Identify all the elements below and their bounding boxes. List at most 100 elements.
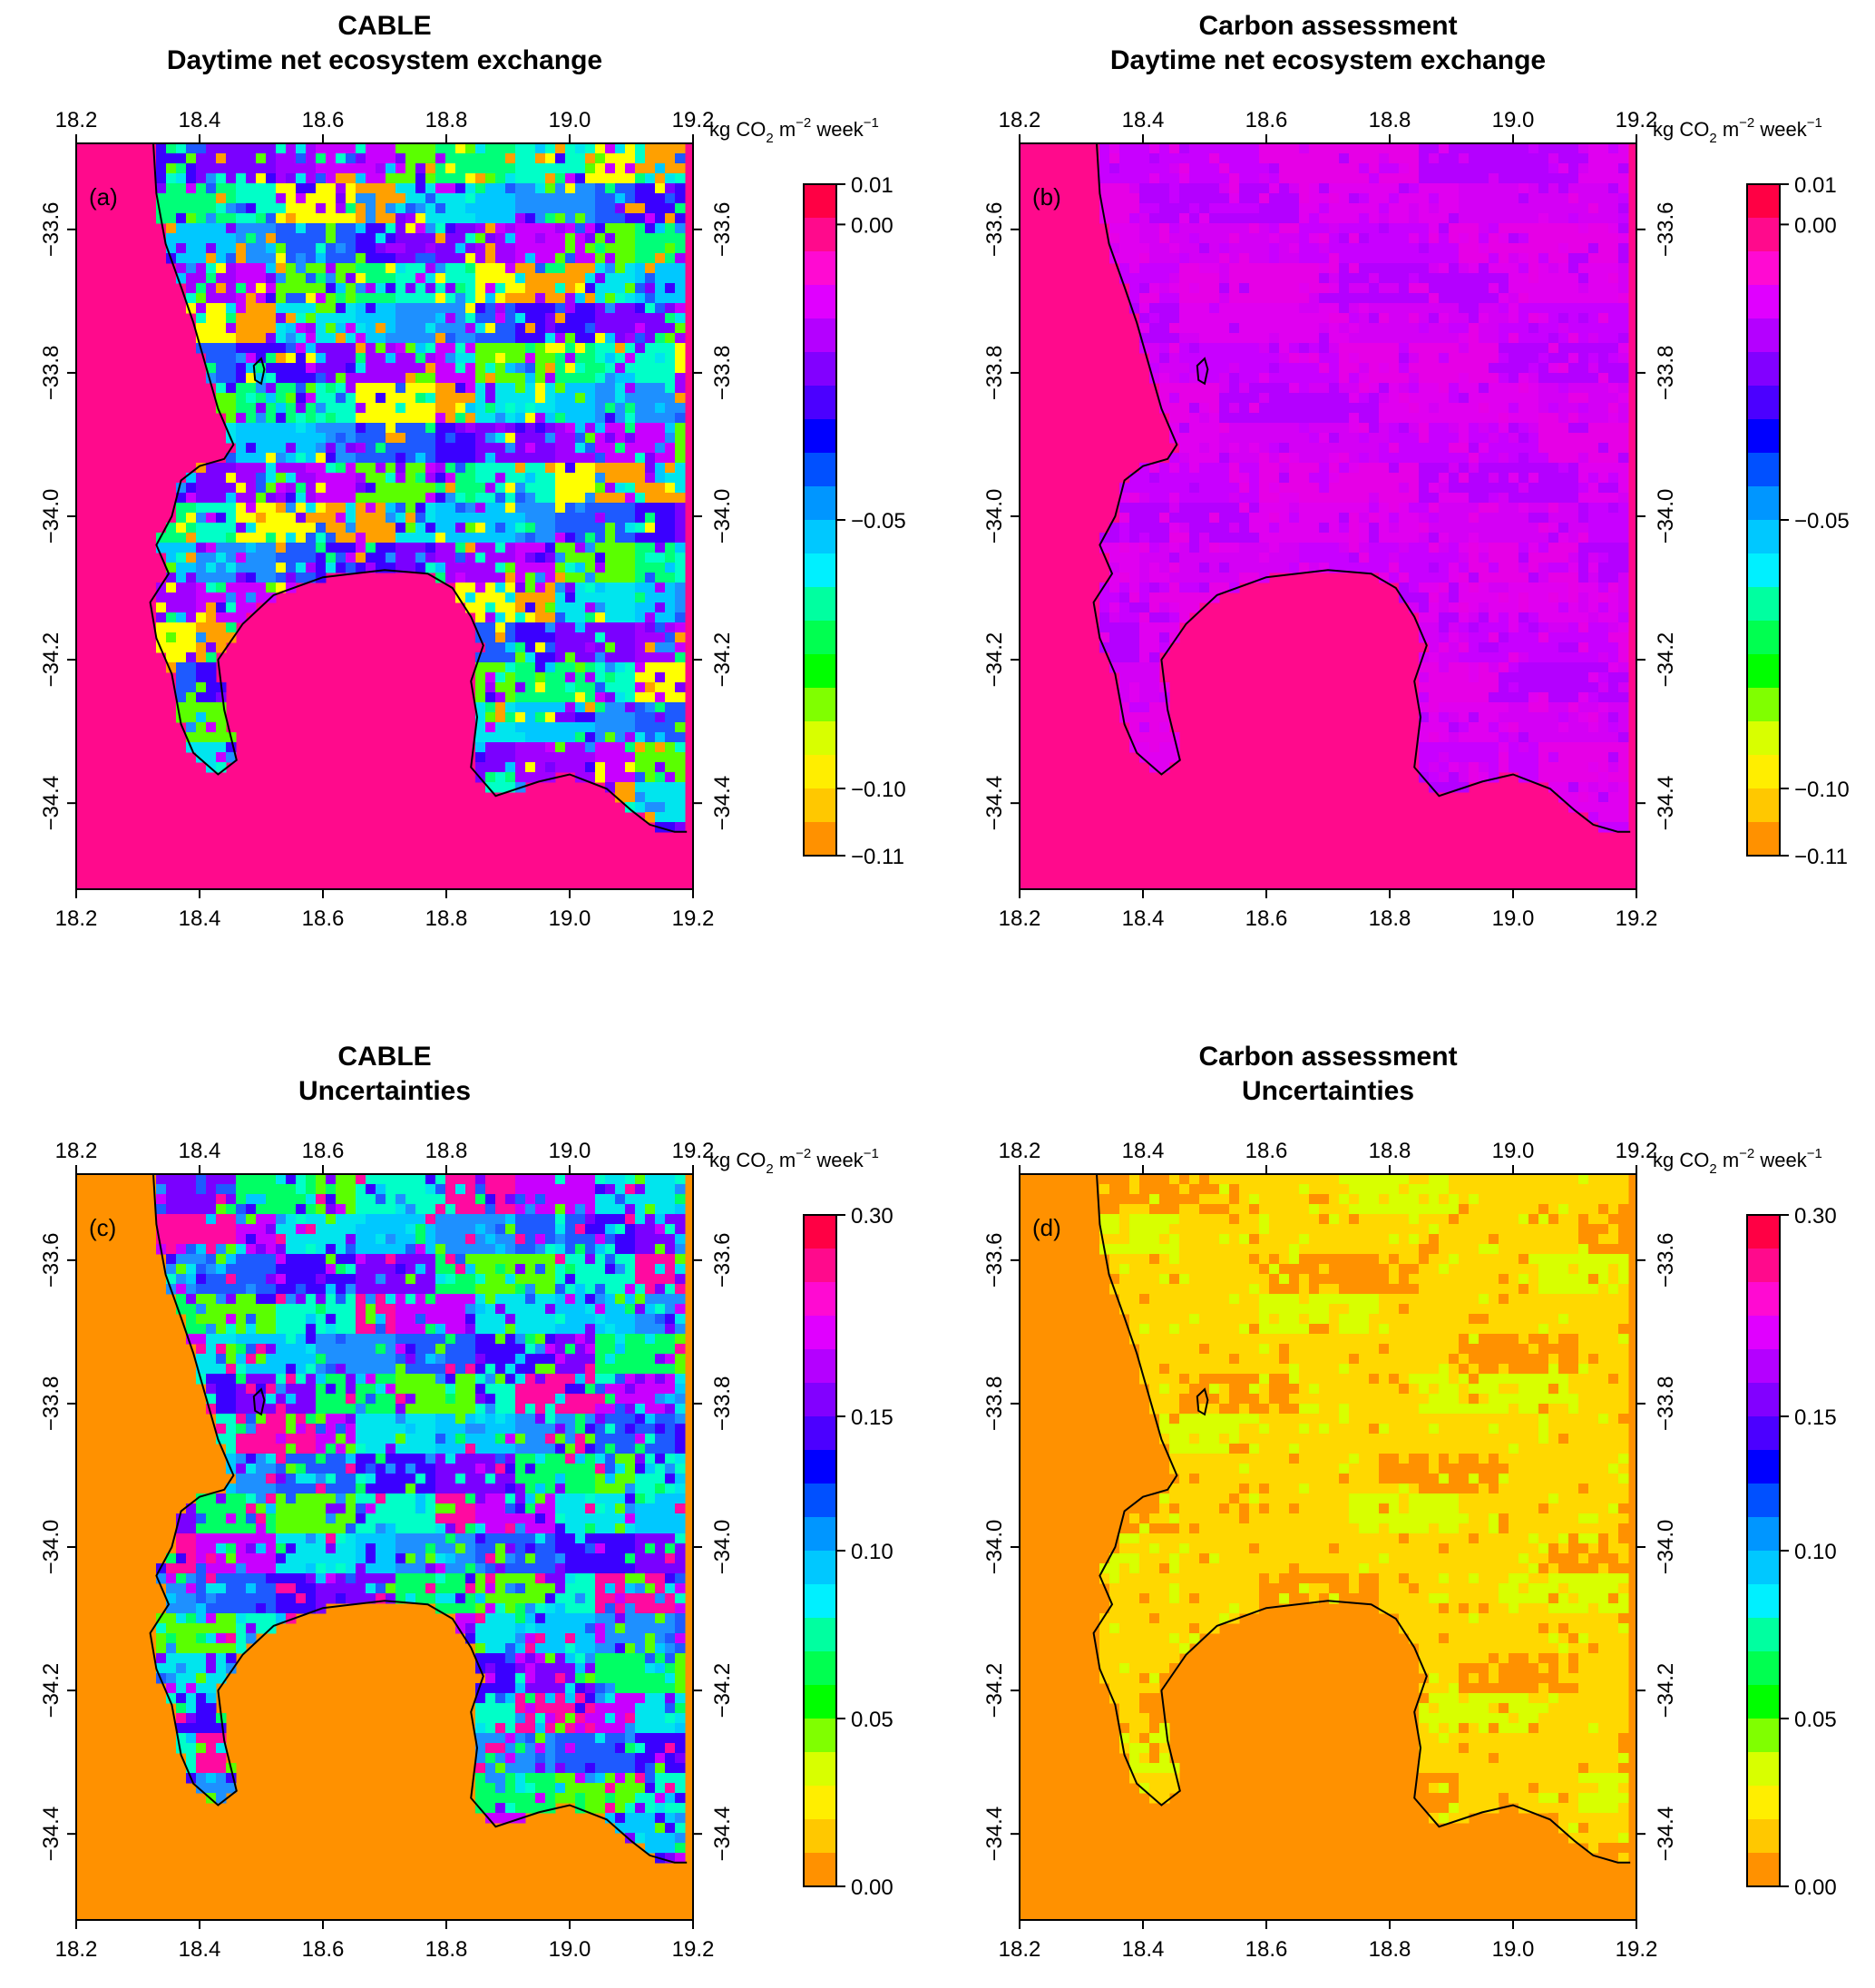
- raster-cell: [655, 802, 666, 813]
- raster-cell: [1219, 323, 1230, 334]
- raster-cell: [525, 343, 536, 354]
- raster-cell: [1329, 503, 1340, 514]
- raster-cell: [1299, 523, 1310, 534]
- raster-cell: [166, 543, 177, 553]
- raster-cell: [326, 323, 337, 334]
- raster-cell: [645, 792, 656, 803]
- raster-cell: [645, 473, 656, 484]
- raster-cell: [485, 543, 496, 553]
- raster-cell: [1598, 193, 1609, 204]
- raster-cell: [276, 173, 287, 184]
- raster-cell: [415, 193, 426, 204]
- raster-cell: [256, 363, 267, 374]
- raster-cell: [525, 563, 536, 573]
- raster-cell: [1469, 213, 1479, 224]
- raster-cell: [1588, 523, 1599, 534]
- raster-cell: [435, 533, 446, 544]
- raster-cell: [256, 473, 267, 484]
- raster-cell: [1608, 283, 1619, 294]
- raster-cell: [356, 143, 366, 154]
- raster-cell: [356, 453, 366, 464]
- raster-cell: [665, 473, 676, 484]
- raster-cell: [1528, 273, 1539, 284]
- raster-cell: [565, 293, 576, 304]
- raster-cell: [296, 323, 307, 334]
- raster-cell: [655, 283, 666, 294]
- raster-cell: [565, 263, 576, 274]
- raster-cell: [1469, 313, 1479, 324]
- raster-cell: [196, 652, 207, 663]
- raster-cell: [1179, 433, 1190, 444]
- raster-cell: [625, 463, 636, 474]
- raster-cell: [665, 163, 676, 174]
- raster-cell: [485, 453, 496, 464]
- raster-cell: [366, 563, 376, 573]
- raster-cell: [1509, 233, 1519, 244]
- raster-cell: [1608, 323, 1619, 334]
- raster-cell: [186, 293, 197, 304]
- raster-cell: [346, 283, 356, 294]
- raster-cell: [1219, 413, 1230, 424]
- raster-cell: [555, 403, 566, 414]
- raster-cell: [206, 712, 217, 723]
- raster-cell: [465, 493, 476, 504]
- lat-tick-label-left: −34.2: [39, 632, 63, 688]
- raster-cell: [1419, 493, 1430, 504]
- raster-cell: [1209, 503, 1220, 514]
- raster-cell: [545, 283, 556, 294]
- raster-cell: [1259, 323, 1270, 334]
- raster-cell: [1439, 433, 1450, 444]
- raster-cell: [455, 203, 466, 214]
- raster-cell: [396, 243, 406, 254]
- raster-cell: [405, 163, 416, 174]
- raster-cell: [226, 193, 237, 204]
- raster-cell: [475, 752, 486, 763]
- raster-cell: [1359, 273, 1370, 284]
- raster-cell: [1519, 203, 1529, 214]
- raster-cell: [346, 383, 356, 394]
- raster-cell: [1239, 163, 1250, 174]
- raster-cell: [545, 213, 556, 224]
- raster-cell: [495, 363, 506, 374]
- raster-cell: [306, 193, 317, 204]
- raster-cell: [1399, 153, 1410, 164]
- raster-cell: [1249, 153, 1260, 164]
- raster-cell: [1139, 543, 1150, 553]
- raster-cell: [196, 632, 207, 643]
- raster-cell: [386, 153, 396, 164]
- raster-cell: [1419, 483, 1430, 494]
- raster-cell: [1229, 413, 1240, 424]
- raster-cell: [386, 333, 396, 344]
- raster-cell: [615, 473, 626, 484]
- raster-cell: [266, 583, 277, 593]
- raster-cell: [1469, 183, 1479, 194]
- raster-cell: [206, 672, 217, 683]
- raster-cell: [296, 373, 307, 384]
- lat-tick-label-right: −34.2: [710, 632, 735, 688]
- raster-cell: [1399, 283, 1410, 294]
- raster-cell: [1588, 343, 1599, 354]
- raster-cell: [485, 153, 496, 164]
- raster-cell: [1439, 213, 1450, 224]
- raster-cell: [1608, 513, 1619, 524]
- raster-cell: [226, 273, 237, 284]
- raster-cell: [1558, 403, 1569, 414]
- raster-cell: [1179, 293, 1190, 304]
- raster-cell: [1449, 403, 1460, 414]
- raster-cell: [226, 213, 237, 224]
- raster-cell: [1449, 393, 1460, 404]
- raster-cell: [376, 553, 386, 563]
- raster-cell: [316, 243, 327, 254]
- raster-cell: [216, 253, 227, 264]
- raster-cell: [455, 413, 466, 424]
- raster-cell: [1229, 323, 1240, 334]
- raster-cell: [495, 612, 506, 623]
- raster-cell: [1568, 343, 1579, 354]
- raster-cell: [485, 533, 496, 544]
- raster-cell: [1469, 463, 1479, 474]
- raster-cell: [206, 243, 217, 254]
- raster-cell: [236, 393, 247, 404]
- raster-cell: [226, 742, 237, 753]
- raster-cell: [306, 443, 317, 454]
- raster-cell: [346, 183, 356, 194]
